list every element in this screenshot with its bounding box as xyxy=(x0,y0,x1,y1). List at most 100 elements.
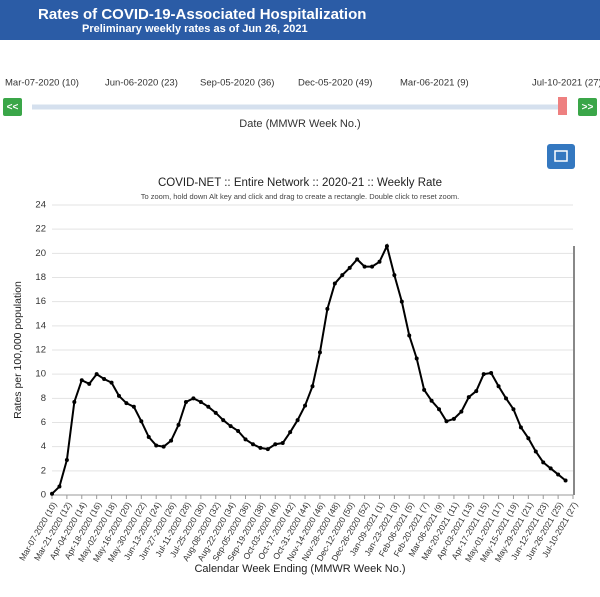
header-subtitle: Preliminary weekly rates as of Jun 26, 2… xyxy=(82,23,308,35)
point xyxy=(221,418,226,423)
slider-label: Sep-05-2020 (36) xyxy=(200,78,274,89)
point xyxy=(541,460,546,465)
point xyxy=(176,422,181,427)
point xyxy=(64,457,69,462)
point xyxy=(384,244,389,249)
point xyxy=(273,442,278,447)
slider-label: Jun-06-2020 (23) xyxy=(105,78,178,89)
point xyxy=(459,409,464,414)
y-tick-label: 0 xyxy=(41,490,46,501)
point xyxy=(139,419,144,424)
slider-label: Jul-10-2021 (27) xyxy=(532,78,600,89)
point xyxy=(496,384,501,389)
point xyxy=(526,436,531,441)
y-tick-label: 14 xyxy=(35,320,46,331)
y-tick-label: 22 xyxy=(35,224,46,235)
slider-handle[interactable] xyxy=(558,97,567,115)
point xyxy=(154,443,159,448)
y-tick-label: 4 xyxy=(41,441,46,452)
point xyxy=(310,384,315,389)
point xyxy=(511,407,516,412)
prev-label: << xyxy=(7,102,19,113)
point xyxy=(50,491,54,496)
point xyxy=(102,377,107,381)
point xyxy=(243,437,248,442)
image-icon xyxy=(554,150,568,162)
slider-label: Mar-07-2020 (10) xyxy=(5,78,79,89)
point xyxy=(206,404,211,409)
point xyxy=(422,387,427,392)
point xyxy=(451,416,456,421)
point xyxy=(213,410,218,415)
point xyxy=(191,396,196,401)
point xyxy=(548,466,553,471)
point xyxy=(265,447,270,452)
point xyxy=(347,265,352,270)
y-tick-label: 18 xyxy=(35,272,46,283)
y-tick-label: 2 xyxy=(41,465,46,476)
point xyxy=(250,442,255,447)
point xyxy=(57,484,62,489)
prev-button[interactable] xyxy=(3,98,22,116)
point xyxy=(94,372,99,377)
point xyxy=(295,418,300,423)
point xyxy=(236,428,241,433)
content: << >> Date (MMWR Week No.) COVID-NET :: … xyxy=(3,78,600,575)
point xyxy=(377,259,382,264)
x-axis-title: Calendar Week Ending (MMWR Week No.) xyxy=(194,563,405,575)
point xyxy=(124,401,129,406)
point xyxy=(474,389,479,394)
point xyxy=(258,445,263,450)
point xyxy=(317,350,322,355)
point xyxy=(169,438,174,443)
line xyxy=(51,243,567,495)
image-button[interactable] xyxy=(547,144,575,169)
point xyxy=(288,430,293,435)
point xyxy=(146,435,151,439)
slider-caption: Date (MMWR Week No.) xyxy=(239,118,360,130)
point xyxy=(131,404,136,409)
point xyxy=(481,372,486,377)
point xyxy=(183,399,188,404)
point xyxy=(280,441,285,446)
point xyxy=(392,273,397,278)
point xyxy=(325,306,330,311)
point xyxy=(198,399,203,404)
point xyxy=(340,273,345,278)
point xyxy=(399,299,404,304)
point xyxy=(87,381,92,386)
point xyxy=(355,257,360,262)
point xyxy=(116,393,121,398)
chart-subtitle: To zoom, hold down Alt key and click and… xyxy=(141,192,460,201)
point xyxy=(228,424,233,429)
point xyxy=(533,449,538,454)
y-tick-label: 24 xyxy=(35,200,46,211)
point xyxy=(362,264,367,269)
point xyxy=(518,425,523,430)
point xyxy=(437,407,442,412)
y-axis-title: Rates per 100,000 population xyxy=(12,281,24,419)
point xyxy=(504,396,509,401)
next-label: >> xyxy=(582,102,594,113)
chart-title: COVID-NET :: Entire Network :: 2020-21 :… xyxy=(158,177,442,189)
point xyxy=(414,356,419,361)
y-tick-label: 12 xyxy=(35,345,46,356)
point xyxy=(489,370,494,375)
point xyxy=(370,264,375,269)
point xyxy=(303,403,308,408)
y-tick-label: 6 xyxy=(41,417,46,428)
point xyxy=(161,444,166,449)
point xyxy=(79,378,84,383)
point xyxy=(563,478,568,483)
point xyxy=(407,333,412,338)
point xyxy=(109,380,114,385)
point xyxy=(556,472,561,477)
header: Rates of COVID-19-Associated Hospitaliza… xyxy=(0,0,600,40)
point xyxy=(332,281,337,286)
slider-label: Mar-06-2021 (9) xyxy=(400,78,469,89)
point xyxy=(72,399,77,404)
point xyxy=(466,395,471,400)
page: {"header": {"title": "Rates of COVID-19-… xyxy=(0,0,600,575)
next-button[interactable] xyxy=(578,98,597,116)
y-tick-label: 8 xyxy=(41,393,46,404)
